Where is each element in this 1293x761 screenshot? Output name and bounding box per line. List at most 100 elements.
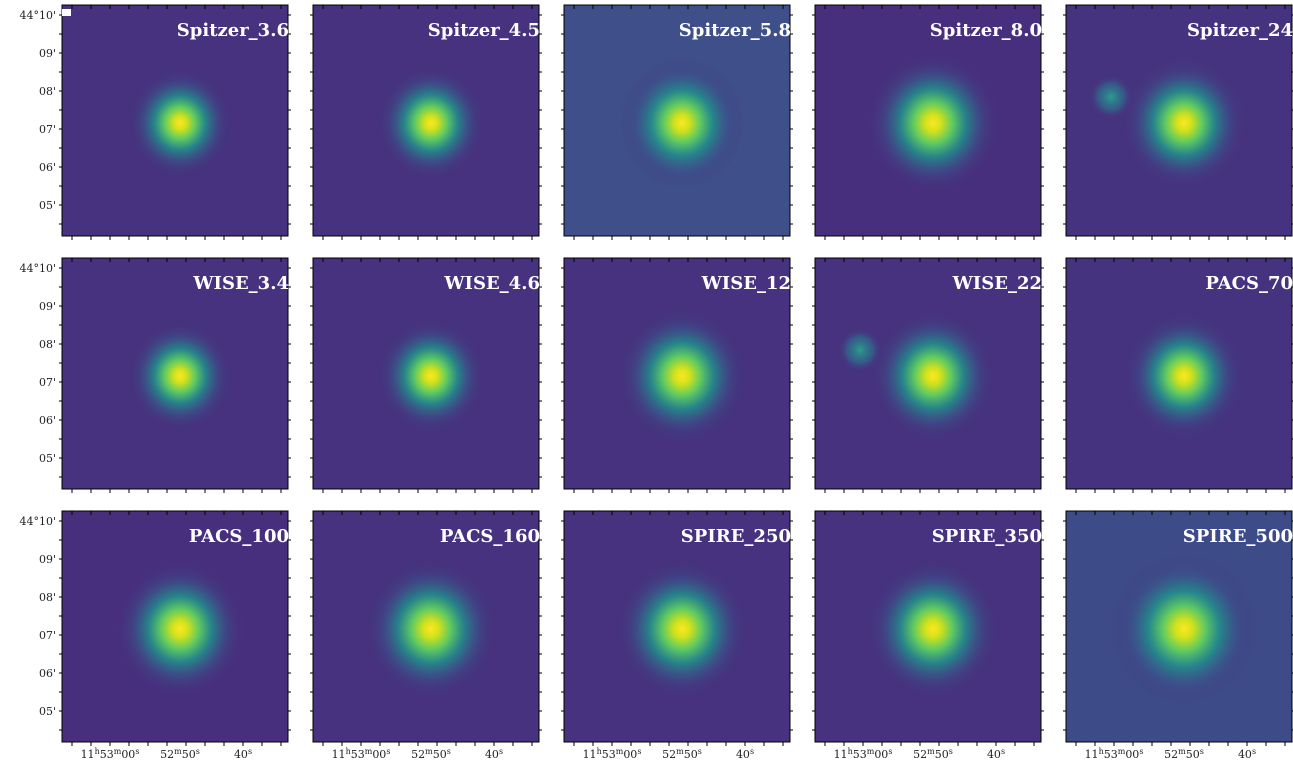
source-emission: [377, 66, 485, 180]
x-tick-label-part: 52: [913, 748, 927, 761]
axes-frame: [61, 4, 289, 237]
y-tick-label: 44°10': [19, 262, 56, 275]
x-tick-label: 40s: [485, 747, 503, 761]
x-tick-label-part: 50: [684, 748, 698, 761]
x-tick-label-part: 53: [853, 748, 867, 761]
source-emission: [616, 559, 748, 699]
x-tick-label: 52m50s: [1164, 747, 1204, 761]
x-tick-label-part: m: [114, 747, 122, 756]
x-tick-label-part: h: [848, 747, 853, 756]
y-tick-label: 44°10': [19, 515, 56, 528]
y-tick-label: 07': [39, 123, 56, 136]
x-tick-label-part: m: [867, 747, 875, 756]
x-tick-label-part: m: [365, 747, 373, 756]
source-emission: [871, 310, 995, 442]
x-tick-label: 52m50s: [662, 747, 702, 761]
y-tick-label: 05': [39, 199, 56, 212]
y-tick-label: 44°10': [19, 9, 56, 22]
y-tick-label: 05': [39, 705, 56, 718]
y-tick-label: 09': [39, 47, 56, 60]
x-tick-label: 52m50s: [913, 747, 953, 761]
x-tick-label-part: 40: [987, 748, 1001, 761]
panel: WISE_3.4 44°10' 09' 08' 07' 06' 05': [19, 257, 291, 493]
x-tick-label: 52m50s: [160, 747, 200, 761]
axes-frame: [814, 510, 1042, 743]
x-tick-label-part: s: [447, 747, 451, 756]
y-tick-label: 06': [39, 161, 56, 174]
axes-frame: [1065, 510, 1293, 743]
panel: WISE_4.6: [310, 257, 542, 493]
x-tick-label-part: 52: [662, 748, 676, 761]
x-tick-label-part: 00: [121, 748, 135, 761]
axes-frame: [1065, 4, 1293, 237]
panel-title: SPIRE_350: [932, 526, 1042, 547]
source-emission: [867, 53, 999, 193]
panel-title: WISE_4.6: [443, 273, 540, 294]
marker: [62, 9, 71, 16]
x-tick-label-part: s: [637, 747, 641, 756]
panel-title: Spitzer_24: [1187, 20, 1293, 41]
x-tick-label-part: 53: [602, 748, 616, 761]
x-tick-label: 11h53m00s: [834, 747, 893, 761]
source-emission: [128, 68, 232, 178]
axes-frame: [814, 257, 1042, 490]
panel-title: Spitzer_4.5: [428, 20, 540, 41]
panel-title: WISE_3.4: [192, 273, 289, 294]
x-tick-label: 11h53m00s: [81, 747, 140, 761]
source-emission: [1112, 553, 1256, 705]
x-tick-label: 52m50s: [411, 747, 451, 761]
panel-title: Spitzer_3.6: [177, 20, 289, 41]
axes-frame: [61, 510, 289, 743]
panel-title: PACS_100: [189, 526, 289, 547]
axes-frame: [1065, 257, 1293, 490]
y-tick-label: 07': [39, 629, 56, 642]
x-tick-label-part: h: [1099, 747, 1104, 756]
y-tick-label: 05': [39, 452, 56, 465]
source-emission: [867, 559, 999, 699]
x-tick-label-part: m: [174, 747, 182, 756]
y-tick-label: 09': [39, 553, 56, 566]
panel-title: WISE_12: [701, 273, 791, 294]
x-tick-label-part: h: [95, 747, 100, 756]
x-tick-label-part: s: [1001, 747, 1005, 756]
x-tick-label-part: 11: [834, 748, 848, 761]
x-tick-label-part: m: [1178, 747, 1186, 756]
panel-title: WISE_22: [952, 273, 1042, 294]
x-tick-label: 40s: [736, 747, 754, 761]
x-tick-label-part: h: [597, 747, 602, 756]
axes-frame: [563, 4, 791, 237]
panel-title: Spitzer_5.8: [679, 20, 791, 41]
x-tick-label-part: m: [927, 747, 935, 756]
secondary-source: [1089, 75, 1133, 119]
panel-title: SPIRE_250: [681, 526, 791, 547]
x-tick-label: 40s: [234, 747, 252, 761]
y-tick-label: 09': [39, 300, 56, 313]
axes-frame: [312, 4, 540, 237]
x-tick-label-part: 53: [1104, 748, 1118, 761]
panel: Spitzer_5.8: [561, 4, 793, 240]
panel-title: SPIRE_500: [1183, 526, 1293, 547]
x-tick-label-part: 50: [935, 748, 949, 761]
secondary-source: [838, 328, 882, 372]
x-tick-label-part: 11: [81, 748, 95, 761]
x-tick-label: 11h53m00s: [583, 747, 642, 761]
axes-frame: [61, 257, 289, 490]
x-tick-label-part: 53: [100, 748, 114, 761]
y-tick-label: 08': [39, 85, 56, 98]
x-tick-label-part: s: [1252, 747, 1256, 756]
y-tick-label: 06': [39, 667, 56, 680]
x-tick-label-part: s: [1200, 747, 1204, 756]
x-tick-label-part: s: [196, 747, 200, 756]
x-tick-label-part: s: [1139, 747, 1143, 756]
panel: WISE_22: [812, 257, 1044, 493]
source-emission: [1122, 57, 1246, 189]
panel-title: Spitzer_8.0: [930, 20, 1042, 41]
x-tick-label-part: s: [949, 747, 953, 756]
x-tick-label-part: 00: [623, 748, 637, 761]
y-tick-label: 07': [39, 376, 56, 389]
x-tick-label-part: m: [616, 747, 624, 756]
x-tick-label-part: m: [1118, 747, 1126, 756]
